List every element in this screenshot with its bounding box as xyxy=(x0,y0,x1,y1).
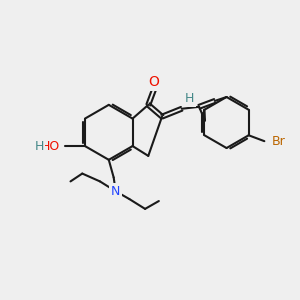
Text: Br: Br xyxy=(272,135,286,148)
Text: HO: HO xyxy=(41,140,60,153)
Text: H: H xyxy=(185,92,194,106)
Text: O: O xyxy=(149,75,160,89)
Text: N: N xyxy=(111,185,120,198)
Text: H: H xyxy=(34,140,44,153)
